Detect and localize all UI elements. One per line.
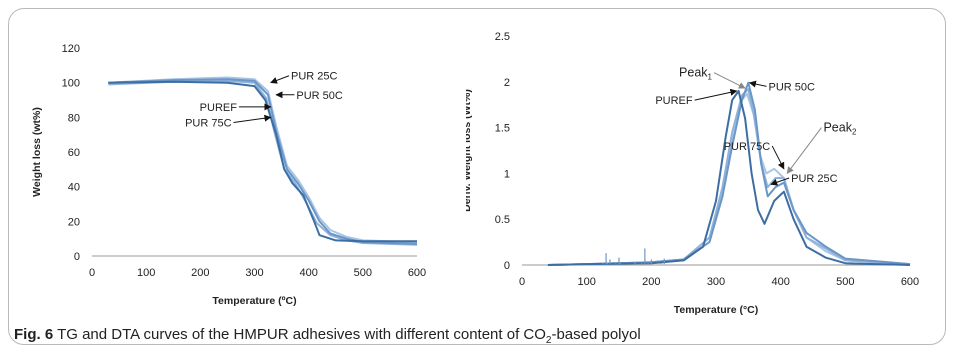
annotation-label: Peak1 [679, 66, 713, 82]
x-tick-label: 400 [771, 276, 789, 288]
x-tick-label: 400 [299, 267, 317, 279]
annotation-label: PUR 25C [291, 71, 338, 83]
caption-text-post: -based polyol [551, 326, 641, 343]
annotation-label: PUR 75C [724, 141, 771, 153]
y-axis-title: Deriv. Weight loss (Wt%) [466, 89, 473, 212]
y-tick-label: 0.5 [495, 214, 510, 226]
series-line-pur-50c [108, 78, 418, 245]
y-tick-label: 60 [68, 147, 80, 159]
x-tick-label: 500 [354, 267, 372, 279]
caption-label: Fig. 6 [14, 326, 54, 343]
caption-subscript: 2 [545, 335, 552, 346]
annotation-arrow [694, 88, 738, 101]
y-tick-label: 80 [68, 112, 80, 124]
x-tick-label: 500 [836, 276, 854, 288]
caption-text-pre: TG and DTA curves of the HMPUR adhesives… [57, 326, 546, 343]
series-line-noise [602, 248, 665, 265]
annotation-arrow [233, 114, 272, 124]
series-line-puref [547, 90, 911, 266]
annotation-label: PUR 25C [791, 173, 838, 185]
y-tick-label: 100 [62, 78, 80, 90]
y-tick-label: 2.5 [495, 31, 510, 43]
annotation-arrow [770, 177, 790, 186]
x-tick-label: 300 [245, 267, 263, 279]
annotation-arrow [771, 145, 785, 170]
annotation-arrow [270, 75, 290, 84]
x-tick-label: 100 [137, 267, 155, 279]
y-tick-label: 40 [68, 182, 80, 194]
x-axis-title: Temperature (ºC) [212, 295, 296, 307]
x-tick-label: 300 [707, 276, 725, 288]
x-tick-label: 200 [191, 267, 209, 279]
annotation-label: Peak2 [823, 121, 857, 137]
y-axis-title: Weight loss (wt%) [31, 107, 43, 197]
series-line-pur-75c [108, 79, 418, 246]
figure-caption: Fig. 6 TG and DTA curves of the HMPUR ad… [14, 321, 944, 349]
y-tick-label: 120 [62, 43, 80, 55]
annotation-arrow [748, 80, 767, 88]
annotation-arrow [786, 127, 822, 174]
y-tick-label: 1 [504, 168, 510, 180]
figure-frame [8, 8, 946, 345]
x-tick-label: 600 [408, 267, 426, 279]
dta-chart: 0 0.5 1 1.5 2 2.5 0 100 200 300 400 500 600 Temperatu… [466, 31, 919, 316]
x-tick-label: 0 [89, 267, 95, 279]
annotation-label: PUR 50C [296, 90, 343, 102]
annotation-label: PUR 75C [185, 118, 232, 130]
x-tick-label: 600 [901, 276, 919, 288]
x-tick-label: 200 [642, 276, 660, 288]
annotation-label: PUR 50C [769, 81, 816, 93]
series-line-puref [108, 80, 417, 243]
y-tick-label: 0 [74, 251, 80, 263]
annotation-label: PUREF [655, 95, 693, 107]
annotation-arrow [713, 72, 746, 89]
x-axis-title: Temperature (°C) [674, 304, 759, 316]
tg-chart: 0 20 40 60 80 100 120 0 100 200 300 400 500 600 Temper… [31, 43, 426, 307]
annotation-label: PUREF [200, 102, 238, 114]
series-line-pur-50c [547, 81, 911, 266]
y-tick-label: 20 [68, 216, 80, 228]
series-line-pur-25c [108, 76, 418, 244]
y-tick-label: 2 [504, 77, 510, 89]
y-tick-label: 1.5 [495, 123, 510, 135]
x-tick-label: 0 [519, 276, 525, 288]
y-tick-label: 0 [504, 260, 510, 272]
x-tick-label: 100 [577, 276, 595, 288]
